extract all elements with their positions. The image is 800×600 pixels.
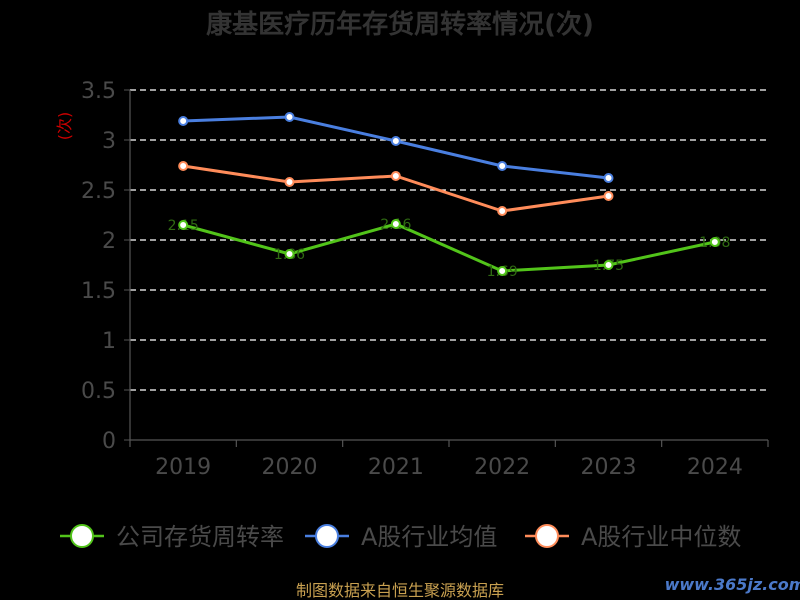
- x-tick-label: 2020: [262, 455, 318, 480]
- legend-marker: [70, 524, 94, 548]
- data-point: [497, 266, 508, 276]
- y-tick-label: 3: [102, 129, 116, 154]
- legend-marker: [535, 524, 559, 548]
- x-tick-label: 2023: [581, 455, 637, 480]
- data-point: [178, 161, 189, 171]
- legend-item: A股行业中位数: [525, 523, 741, 551]
- y-tick-label: 0.5: [81, 379, 116, 404]
- series-line: [183, 115, 609, 180]
- x-tick-label: 2022: [474, 455, 530, 480]
- legend-label: A股行业均值: [361, 523, 497, 551]
- series-1: [178, 112, 614, 183]
- legend-item: A股行业均值: [305, 523, 497, 551]
- y-tick-label: 0: [102, 429, 116, 454]
- data-point: [178, 220, 189, 230]
- y-axis-label: (次): [55, 112, 74, 141]
- data-point: [497, 206, 508, 216]
- legend: 公司存货周转率 A股行业均值 A股行业中位数: [60, 523, 741, 551]
- data-point: [284, 112, 295, 122]
- legend-marker: [315, 524, 339, 548]
- x-tick-label: 2021: [368, 455, 424, 480]
- series-layer: 2.151.862.161.691.751.98: [168, 112, 731, 280]
- data-point: [497, 161, 508, 171]
- legend-item: 公司存货周转率: [60, 523, 284, 551]
- data-point: [284, 177, 295, 187]
- y-tick-label: 3.5: [81, 79, 116, 104]
- y-tick-label: 2.5: [81, 179, 116, 204]
- series-line: [182, 222, 716, 273]
- legend-label: 公司存货周转率: [116, 523, 284, 551]
- legend-label: A股行业中位数: [581, 523, 741, 551]
- data-point: [709, 237, 720, 247]
- data-point: [603, 191, 614, 201]
- y-tick-label: 2: [102, 229, 116, 254]
- data-point: [178, 116, 189, 126]
- data-point: [603, 173, 614, 183]
- y-tick-label: 1: [102, 329, 116, 354]
- data-point: [390, 136, 401, 146]
- data-point: [603, 260, 614, 270]
- x-tick-label: 2019: [155, 455, 211, 480]
- watermark: www.365jz.com: [665, 575, 800, 594]
- grid-lines: [130, 89, 768, 391]
- chart-title: 康基医疗历年存货周转率情况(次): [206, 9, 594, 40]
- x-tick-label: 2024: [687, 455, 743, 480]
- y-tick-label: 1.5: [81, 279, 116, 304]
- series-2: [178, 161, 614, 216]
- data-source-note: 制图数据来自恒生聚源数据库: [296, 581, 504, 600]
- data-point: [390, 219, 401, 229]
- axes: 0 0.5 1 1.5 2 2.5 3 3.5 2019 2020 2021 2022 2023 2024: [81, 79, 769, 480]
- data-point: [284, 249, 295, 259]
- series-0: 2.151.862.161.691.751.98: [168, 217, 731, 280]
- data-point: [390, 171, 401, 181]
